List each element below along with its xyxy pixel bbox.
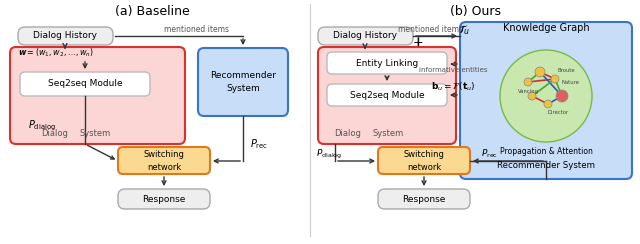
FancyBboxPatch shape [18,27,113,45]
FancyBboxPatch shape [378,147,470,174]
FancyBboxPatch shape [327,84,447,106]
Text: Switching
network: Switching network [404,150,444,172]
Text: Recommender
System: Recommender System [210,71,276,93]
Circle shape [551,75,559,83]
Text: Response: Response [403,194,445,203]
Text: informative entities: informative entities [419,67,487,73]
Text: $\mathbf{b}_u=\mathcal{F}(\mathbf{t}_u)$: $\mathbf{b}_u=\mathcal{F}(\mathbf{t}_u)$ [431,81,476,93]
Text: $\mathcal{T}_u$: $\mathcal{T}_u$ [458,23,470,37]
FancyBboxPatch shape [20,72,150,96]
FancyBboxPatch shape [198,48,288,116]
Text: $P_{\mathrm{rec}}$: $P_{\mathrm{rec}}$ [481,148,499,160]
Text: Recommender System: Recommender System [497,162,595,171]
Text: Vancing: Vancing [518,90,539,94]
Circle shape [544,100,552,108]
FancyBboxPatch shape [460,22,632,179]
Text: Response: Response [142,194,186,203]
Text: mentioned items: mentioned items [163,26,228,34]
Text: Seq2seq Module: Seq2seq Module [48,80,122,89]
FancyBboxPatch shape [118,147,210,174]
Text: Director: Director [548,110,569,114]
Text: (b) Ours: (b) Ours [451,5,502,18]
Text: $P_{\mathrm{dialog}}$: $P_{\mathrm{dialog}}$ [28,119,56,133]
FancyBboxPatch shape [327,52,447,74]
Text: $\boldsymbol{w}=(w_1,w_2,\ldots,w_n)$: $\boldsymbol{w}=(w_1,w_2,\ldots,w_n)$ [18,47,94,59]
Text: mentioned items: mentioned items [397,26,463,34]
Text: System: System [79,130,111,139]
Text: Dialog History: Dialog History [33,31,97,41]
Text: (a) Baseline: (a) Baseline [115,5,189,18]
FancyBboxPatch shape [118,189,210,209]
Text: Switching
network: Switching network [143,150,184,172]
FancyBboxPatch shape [378,189,470,209]
Text: $P_{\mathrm{rec}}$: $P_{\mathrm{rec}}$ [250,137,268,151]
Text: Knowledge Graph: Knowledge Graph [502,23,589,33]
Circle shape [556,90,568,102]
Text: Nature: Nature [562,80,580,84]
Text: Dialog History: Dialog History [333,31,397,41]
Text: Broute: Broute [557,69,575,73]
Text: Propagation & Attention: Propagation & Attention [500,148,593,156]
Text: Dialog: Dialog [335,130,362,139]
Text: $+$: $+$ [412,35,424,49]
FancyBboxPatch shape [10,47,185,144]
FancyBboxPatch shape [318,47,456,144]
Text: Dialog: Dialog [42,130,68,139]
Circle shape [535,67,545,77]
FancyBboxPatch shape [318,27,413,45]
Text: System: System [372,130,404,139]
Circle shape [524,78,532,86]
Circle shape [528,92,536,100]
Text: Entity Linking: Entity Linking [356,59,418,68]
Text: Seq2seq Module: Seq2seq Module [349,91,424,100]
Circle shape [500,50,592,142]
Text: $P_{\mathrm{dialog}}$: $P_{\mathrm{dialog}}$ [316,147,342,161]
